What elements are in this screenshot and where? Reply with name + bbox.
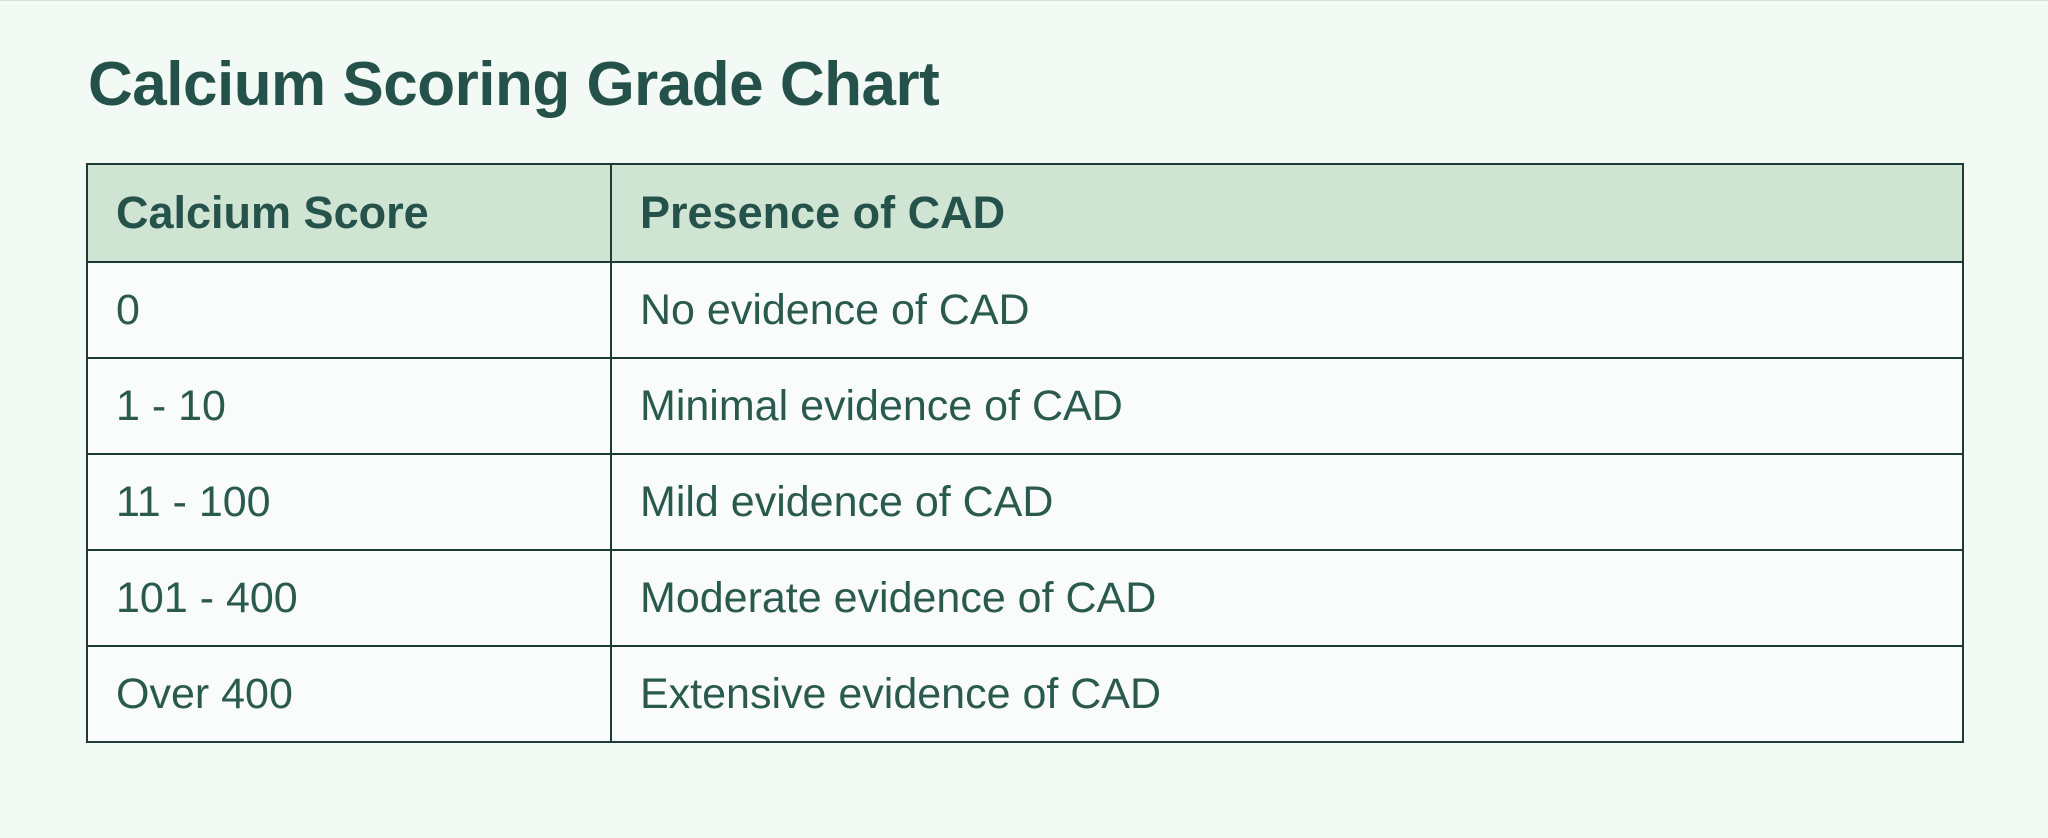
- table-header-row: Calcium Score Presence of CAD: [86, 163, 1964, 264]
- cell-presence: Moderate evidence of CAD: [610, 549, 1964, 648]
- cell-presence: Mild evidence of CAD: [610, 453, 1964, 552]
- table-row: Over 400 Extensive evidence of CAD: [86, 645, 1964, 744]
- page-title: Calcium Scoring Grade Chart: [88, 50, 940, 119]
- table-row: 0 No evidence of CAD: [86, 261, 1964, 360]
- table-row: 1 - 10 Minimal evidence of CAD: [86, 357, 1964, 456]
- column-header-calcium-score: Calcium Score: [86, 163, 612, 264]
- cell-score: 1 - 10: [86, 357, 612, 456]
- cell-score: 0: [86, 261, 612, 360]
- calcium-score-table: Calcium Score Presence of CAD 0 No evide…: [86, 163, 1964, 744]
- cell-presence: Extensive evidence of CAD: [610, 645, 1964, 744]
- cell-presence: No evidence of CAD: [610, 261, 1964, 360]
- table-row: 101 - 400 Moderate evidence of CAD: [86, 549, 1964, 648]
- cell-score: Over 400: [86, 645, 612, 744]
- table-row: 11 - 100 Mild evidence of CAD: [86, 453, 1964, 552]
- cell-score: 11 - 100: [86, 453, 612, 552]
- cell-score: 101 - 400: [86, 549, 612, 648]
- column-header-presence-of-cad: Presence of CAD: [610, 163, 1964, 264]
- cell-presence: Minimal evidence of CAD: [610, 357, 1964, 456]
